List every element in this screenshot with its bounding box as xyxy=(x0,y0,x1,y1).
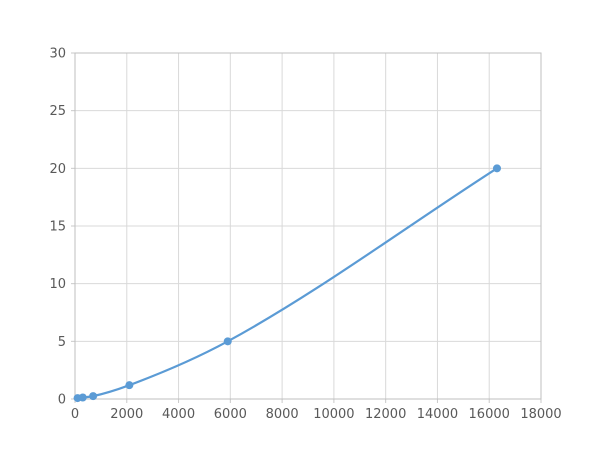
x-axis-tick-label: 6000 xyxy=(214,407,247,422)
x-axis-tick-label: 4000 xyxy=(162,407,195,422)
y-axis-tick-label: 20 xyxy=(49,162,66,177)
x-axis-tick-label: 10000 xyxy=(313,407,354,422)
y-axis-tick-label: 0 xyxy=(58,393,66,408)
y-axis-tick-label: 5 xyxy=(58,335,66,350)
data-point-marker xyxy=(492,164,501,173)
x-axis-tick-label: 0 xyxy=(71,407,79,422)
x-axis-tick-label: 2000 xyxy=(110,407,143,422)
x-axis-tick-label: 12000 xyxy=(365,407,406,422)
plot-area-border xyxy=(74,52,542,400)
data-point-marker xyxy=(78,393,87,402)
x-axis-tick-label: 8000 xyxy=(266,407,299,422)
x-axis-tick-label: 18000 xyxy=(520,407,561,422)
x-axis-tick-label: 14000 xyxy=(417,407,458,422)
y-axis-tick-label: 10 xyxy=(49,277,66,292)
data-point-marker xyxy=(125,381,134,390)
y-axis-tick-label: 30 xyxy=(49,47,66,62)
data-point-marker xyxy=(223,337,232,346)
x-axis-tick-label: 16000 xyxy=(469,407,510,422)
y-axis-tick-label: 15 xyxy=(49,220,66,235)
data-point-marker xyxy=(89,392,98,401)
y-axis-tick-label: 25 xyxy=(49,104,66,119)
